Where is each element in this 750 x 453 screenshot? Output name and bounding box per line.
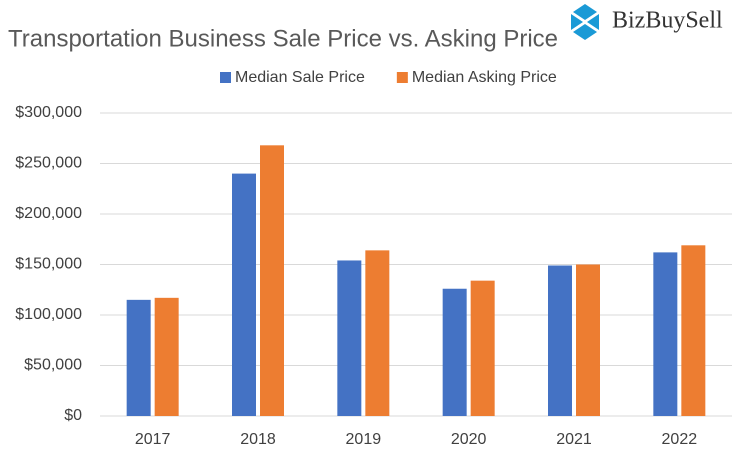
- x-tick-label: 2018: [240, 431, 276, 448]
- logo-text: BizBuySell: [612, 8, 723, 34]
- x-tick-label: 2022: [662, 431, 698, 448]
- legend-label: Median Asking Price: [412, 69, 557, 86]
- y-tick-label: $0: [64, 407, 82, 424]
- x-tick-label: 2021: [556, 431, 592, 448]
- bar: [681, 245, 706, 416]
- bar: [470, 280, 495, 416]
- bar: [260, 145, 284, 416]
- bar: [365, 250, 390, 416]
- legend-swatch: [396, 72, 408, 83]
- bar: [126, 299, 151, 416]
- chart-title: Transportation Business Sale Price vs. A…: [8, 25, 558, 52]
- y-tick-label: $250,000: [15, 155, 82, 172]
- legend-swatch: [220, 72, 231, 83]
- x-tick-label: 2020: [451, 431, 487, 448]
- x-tick-label: 2019: [346, 431, 382, 448]
- bar: [232, 173, 256, 416]
- bar: [442, 288, 467, 416]
- y-tick-label: $300,000: [15, 104, 82, 121]
- bar: [548, 265, 572, 416]
- y-tick-label: $200,000: [15, 205, 82, 222]
- bar: [337, 260, 362, 416]
- y-tick-label: $150,000: [15, 256, 82, 273]
- legend-label: Median Sale Price: [235, 69, 365, 86]
- x-tick-label: 2017: [135, 431, 171, 448]
- y-tick-label: $50,000: [24, 357, 82, 374]
- y-tick-label: $100,000: [15, 306, 82, 323]
- bar: [653, 252, 678, 416]
- bar: [154, 297, 179, 416]
- bar: [576, 264, 600, 416]
- logo-icon: [571, 4, 599, 40]
